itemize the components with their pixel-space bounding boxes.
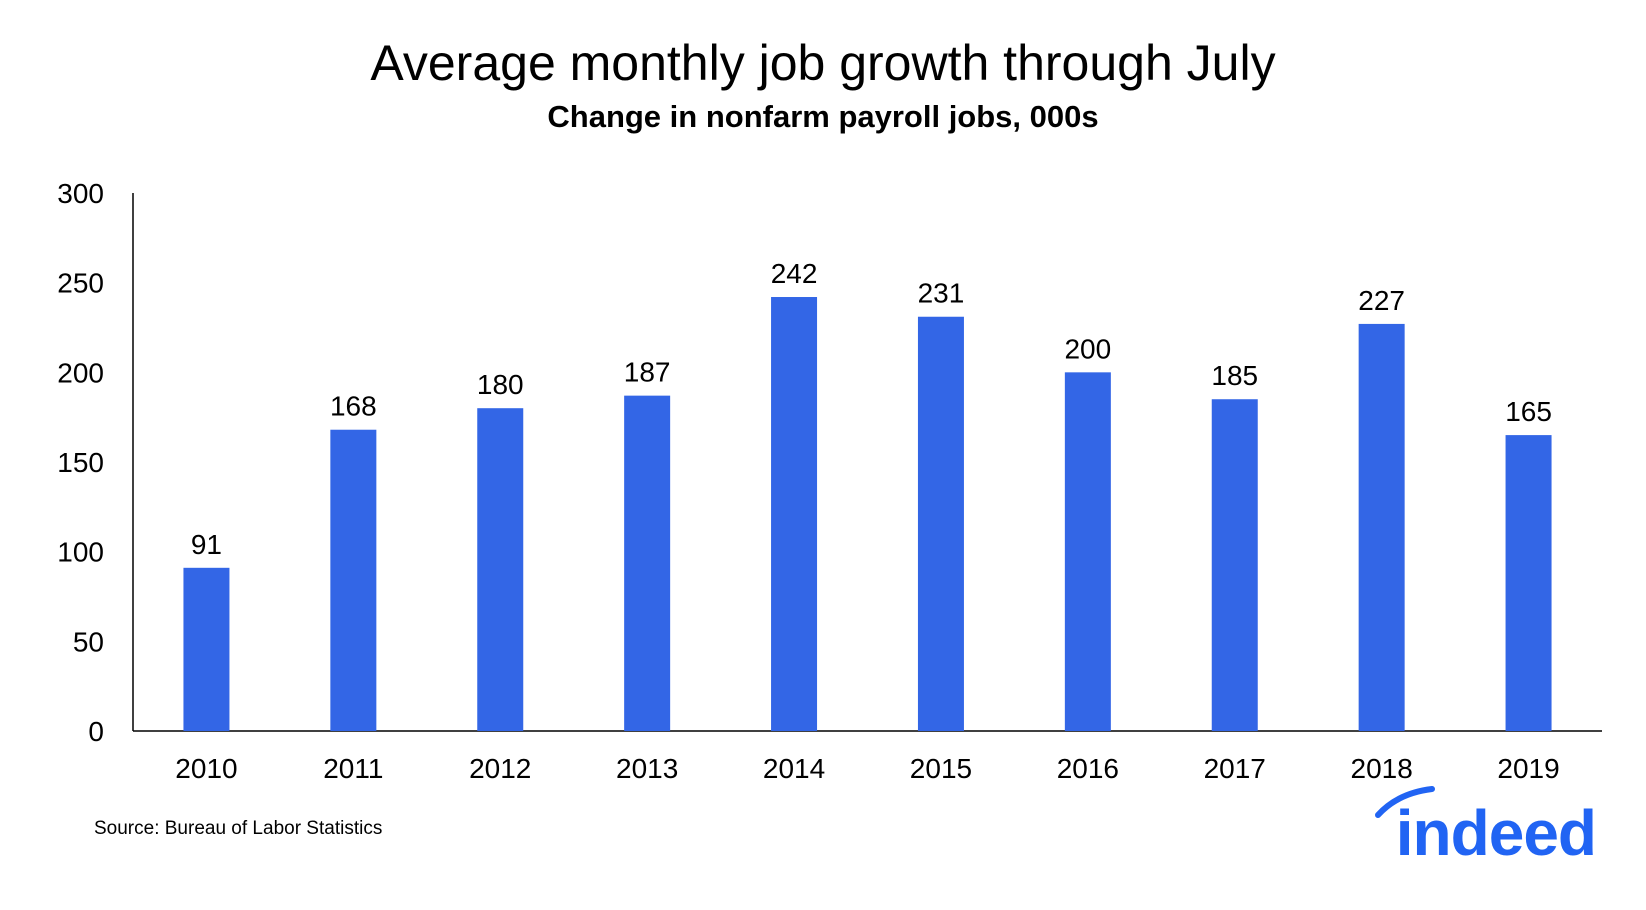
bar-2015 xyxy=(917,316,964,731)
bar-2018 xyxy=(1358,323,1405,731)
y-axis: 0 50 100 150 200 250 300 xyxy=(57,178,134,747)
data-label-2019: 165 xyxy=(1505,396,1552,427)
data-label-2011: 168 xyxy=(330,391,377,422)
data-label-2018: 227 xyxy=(1358,285,1405,316)
bar-2017 xyxy=(1211,399,1258,731)
x-tick-label: 2016 xyxy=(1057,753,1119,784)
x-tick-label: 2012 xyxy=(469,753,531,784)
data-label-2013: 187 xyxy=(624,357,671,388)
bar-2012 xyxy=(477,408,524,731)
y-tick-label: 100 xyxy=(57,537,104,568)
y-tick-label: 150 xyxy=(57,447,104,478)
bar-2011 xyxy=(330,429,377,731)
y-tick-label: 0 xyxy=(88,716,104,747)
y-tick-label: 200 xyxy=(57,357,104,388)
x-axis: 2010 2011 2012 2013 2014 2015 2016 2017 2018 2019 xyxy=(133,730,1602,784)
source-note: Source: Bureau of Labor Statistics xyxy=(94,818,382,839)
x-tick-label: 2018 xyxy=(1351,753,1413,784)
indeed-logo: indeed xyxy=(1375,786,1597,869)
x-tick-label: 2013 xyxy=(616,753,678,784)
bars xyxy=(183,297,1552,731)
x-tick-label: 2017 xyxy=(1204,753,1266,784)
x-tick-label: 2011 xyxy=(323,753,383,784)
data-label-2015: 231 xyxy=(918,278,965,309)
logo-wordmark: indeed xyxy=(1396,797,1596,869)
data-labels: 91 168 180 187 242 231 200 185 227 165 xyxy=(191,258,1552,560)
bar-2010 xyxy=(183,567,230,731)
bar-2016 xyxy=(1064,372,1111,731)
logo-swoosh-icon xyxy=(1375,786,1435,818)
y-tick-label: 300 xyxy=(57,178,104,209)
data-label-2014: 242 xyxy=(771,258,818,289)
chart-subtitle: Change in nonfarm payroll jobs, 000s xyxy=(547,99,1098,134)
bar-2014 xyxy=(771,297,818,731)
data-label-2017: 185 xyxy=(1211,360,1258,391)
x-tick-label: 2015 xyxy=(910,753,972,784)
data-label-2016: 200 xyxy=(1064,333,1111,364)
y-tick-label: 250 xyxy=(57,268,104,299)
y-tick-label: 50 xyxy=(73,626,104,657)
bar-2013 xyxy=(624,395,671,731)
data-label-2010: 91 xyxy=(191,529,222,560)
x-tick-label: 2019 xyxy=(1497,753,1559,784)
chart-title: Average monthly job growth through July xyxy=(370,35,1275,91)
data-label-2012: 180 xyxy=(477,369,524,400)
bar-2019 xyxy=(1505,435,1552,731)
x-tick-label: 2010 xyxy=(175,753,237,784)
x-tick-label: 2014 xyxy=(763,753,825,784)
